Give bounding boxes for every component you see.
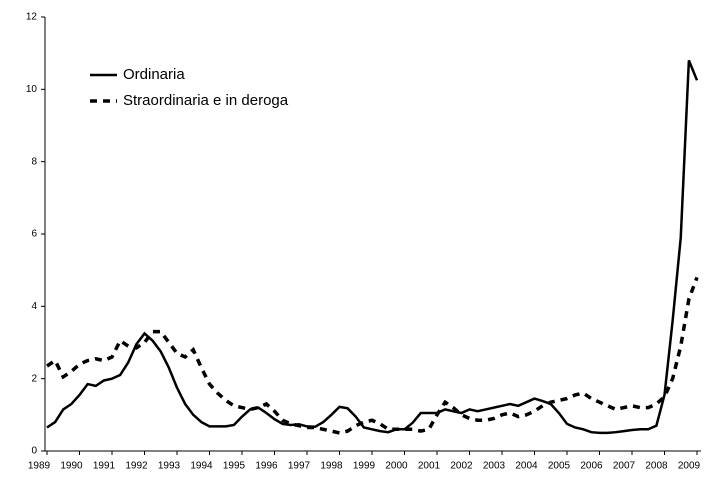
- x-tick-label: 2001: [418, 461, 441, 472]
- x-tick-label: 2004: [515, 461, 538, 472]
- y-tick-label: 4: [31, 301, 37, 312]
- x-tick-label: 1998: [320, 461, 343, 472]
- x-tick-label: 1995: [223, 461, 246, 472]
- x-tick-label: 2003: [483, 461, 506, 472]
- x-tick-label: 2000: [385, 461, 408, 472]
- line-series: [46, 59, 699, 435]
- x-tick-label: 1990: [60, 461, 83, 472]
- y-tick-label: 6: [31, 229, 37, 240]
- legend-label: Straordinaria e in deroga: [123, 92, 289, 109]
- x-tick-label: 1996: [255, 461, 278, 472]
- x-tick-label: 2009: [678, 461, 701, 472]
- x-tick-label: 1994: [190, 461, 213, 472]
- x-tick-label: 2002: [450, 461, 473, 472]
- x-tick-label: 1993: [158, 461, 181, 472]
- x-tick-label: 1999: [353, 461, 376, 472]
- x-tick-label: 1997: [288, 461, 311, 472]
- y-tick-label: 8: [31, 156, 37, 167]
- x-tick-label: 2007: [613, 461, 636, 472]
- y-tick-label: 2: [31, 373, 37, 384]
- x-tick-label: 1992: [125, 461, 148, 472]
- x-tick-label: 1991: [93, 461, 116, 472]
- legend-label: Ordinaria: [123, 66, 185, 83]
- x-tick-label: 1989: [28, 461, 51, 472]
- x-tick-label: 2008: [645, 461, 668, 472]
- y-tick-label: 12: [26, 12, 38, 23]
- x-tick-label: 2005: [548, 461, 571, 472]
- y-tick-label: 10: [26, 84, 38, 95]
- y-tick-label: 0: [31, 446, 37, 457]
- line-series: [46, 276, 699, 435]
- x-tick-label: 2006: [580, 461, 603, 472]
